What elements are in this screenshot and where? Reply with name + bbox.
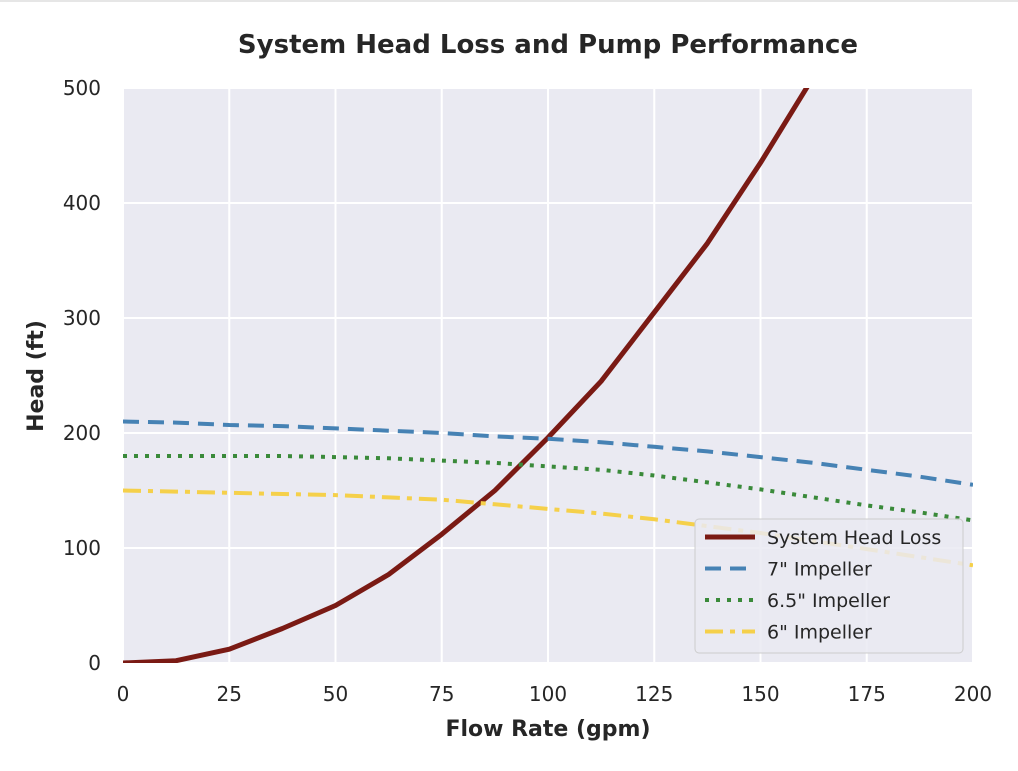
x-tick-label: 0 — [117, 682, 130, 706]
y-tick-label: 300 — [63, 306, 101, 330]
x-tick-label: 100 — [529, 682, 567, 706]
x-tick-label: 150 — [741, 682, 779, 706]
x-tick-label: 125 — [635, 682, 673, 706]
chart-title: System Head Loss and Pump Performance — [238, 30, 858, 60]
x-tick-label: 175 — [848, 682, 886, 706]
legend-box — [694, 518, 964, 654]
y-axis-label: Head (ft) — [24, 320, 49, 432]
x-tick-label: 200 — [954, 682, 992, 706]
y-tick-labels: 0 100 200 300 400 500 — [63, 76, 101, 675]
series-line-1 — [123, 88, 810, 663]
x-tick-label: 75 — [429, 682, 454, 706]
series-line-2 — [123, 419, 973, 487]
legend-label: 7" Impeller — [767, 559, 872, 581]
legend: System Head Loss 7" Impeller 6.5" Impeller… — [694, 518, 964, 654]
y-tick-label: 500 — [63, 76, 101, 100]
x-tick-label: 25 — [217, 682, 242, 706]
y-tick-label: 200 — [63, 421, 101, 445]
top-border — [0, 0, 1018, 2]
legend-label: 6" Impeller — [767, 622, 872, 644]
x-tick-label: 50 — [323, 682, 348, 706]
legend-label: 6.5" Impeller — [767, 590, 890, 612]
legend-label: System Head Loss — [767, 527, 941, 549]
x-tick-labels: 0 25 50 75 100 125 150 175 200 — [117, 682, 992, 706]
x-axis-label: Flow Rate (gpm) — [445, 717, 650, 742]
y-tick-label: 0 — [88, 651, 101, 675]
y-tick-label: 100 — [63, 536, 101, 560]
y-tick-label: 400 — [63, 191, 101, 215]
